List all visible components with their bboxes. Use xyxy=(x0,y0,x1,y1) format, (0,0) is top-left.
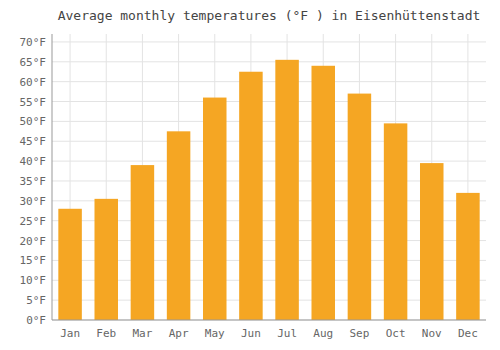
tick-labels: 0°F 5°F 10°F 15°F 20°F 25°F 30°F 35°F 40°F 45°F 50… xyxy=(20,36,478,340)
bar xyxy=(420,163,444,320)
bar xyxy=(456,193,480,320)
bar xyxy=(275,60,299,320)
x-tick-label: Apr xyxy=(169,327,189,340)
bar xyxy=(348,94,372,320)
bar xyxy=(94,199,118,320)
y-tick-label: 20°F xyxy=(20,235,47,248)
bar xyxy=(131,165,155,320)
y-tick-label: 5°F xyxy=(26,294,46,307)
y-grid-line xyxy=(52,121,486,122)
x-tick-label: Aug xyxy=(313,327,333,340)
y-tick-label: 25°F xyxy=(20,215,47,228)
bar xyxy=(239,72,263,320)
y-tick-label: 55°F xyxy=(20,96,47,109)
bar xyxy=(58,209,82,320)
bar xyxy=(203,98,227,320)
x-tick-label: Nov xyxy=(422,327,442,340)
x-tick-label: Mar xyxy=(132,327,152,340)
y-tick-label: 10°F xyxy=(20,274,47,287)
y-grid-line xyxy=(52,161,486,162)
y-tick-label: 45°F xyxy=(20,135,47,148)
bars xyxy=(58,60,479,320)
y-tick-label: 0°F xyxy=(26,314,46,327)
y-tick-label: 30°F xyxy=(20,195,47,208)
bar xyxy=(384,123,408,320)
x-tick-label: Sep xyxy=(349,327,369,340)
x-tick-label: Dec xyxy=(458,327,478,340)
y-tick-label: 40°F xyxy=(20,155,47,168)
x-tick-label: Jun xyxy=(241,327,261,340)
chart-container: Average monthly temperatures (°F ) in Ei… xyxy=(0,0,500,350)
y-grid-line xyxy=(52,141,486,142)
x-tick-label: May xyxy=(205,327,225,340)
y-grid-line xyxy=(52,101,486,102)
bar xyxy=(311,66,335,320)
y-tick-label: 60°F xyxy=(20,76,47,89)
y-tick-label: 70°F xyxy=(20,36,47,49)
y-axis-line xyxy=(52,34,53,320)
y-tick-label: 50°F xyxy=(20,115,47,128)
y-tick-label: 35°F xyxy=(20,175,47,188)
grid xyxy=(52,34,486,320)
x-tick-label: Oct xyxy=(386,327,406,340)
y-grid-line xyxy=(52,320,486,321)
bar xyxy=(167,131,191,320)
x-axis-line xyxy=(52,320,486,321)
chart-svg: Average monthly temperatures (°F ) in Ei… xyxy=(0,0,500,350)
x-tick-label: Feb xyxy=(96,327,116,340)
x-tick-label: Jul xyxy=(277,327,297,340)
y-tick-label: 15°F xyxy=(20,254,47,267)
y-grid-line xyxy=(52,81,486,82)
y-grid-line xyxy=(52,61,486,62)
y-grid-line xyxy=(52,41,486,42)
y-tick-label: 65°F xyxy=(20,56,47,69)
title: Average monthly temperatures (°F ) in Ei… xyxy=(58,8,481,23)
x-tick-label: Jan xyxy=(60,327,80,340)
